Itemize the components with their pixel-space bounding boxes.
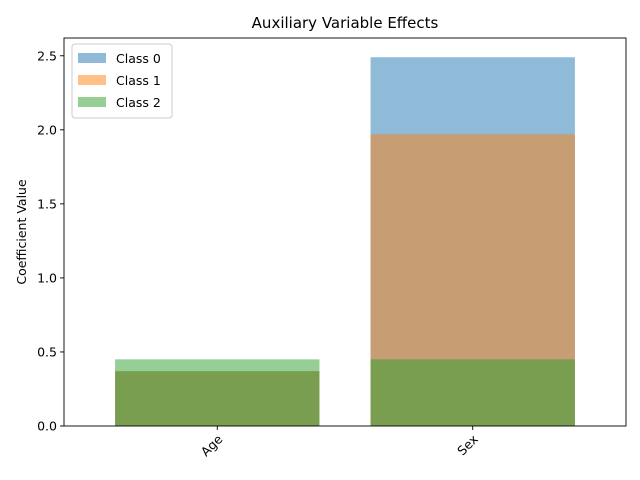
legend-swatch-class-0 xyxy=(78,53,106,63)
legend-label: Class 0 xyxy=(116,51,161,66)
bar-class-2-sex xyxy=(370,359,575,426)
bar-class-2-age xyxy=(115,359,320,426)
y-tick-label: 0.0 xyxy=(37,419,57,434)
legend-swatch-class-2 xyxy=(78,97,106,107)
y-axis: 0.0 0.5 1.0 1.5 2.0 2.5 xyxy=(37,48,64,434)
y-tick-label: 1.0 xyxy=(37,270,57,285)
chart-title: Auxiliary Variable Effects xyxy=(252,14,439,32)
y-tick-label: 2.0 xyxy=(37,122,57,137)
legend-label: Class 1 xyxy=(116,73,161,88)
legend-swatch-class-1 xyxy=(78,75,106,85)
bars-group xyxy=(115,57,575,427)
y-tick-label: 0.5 xyxy=(37,344,57,359)
y-axis-title: Coefficient Value xyxy=(14,179,29,285)
legend: Class 0 Class 1 Class 2 xyxy=(71,43,173,119)
y-tick-label: 1.5 xyxy=(37,196,57,211)
legend-label: Class 2 xyxy=(116,95,161,110)
y-tick-label: 2.5 xyxy=(37,48,57,63)
plot-frame xyxy=(63,37,627,427)
